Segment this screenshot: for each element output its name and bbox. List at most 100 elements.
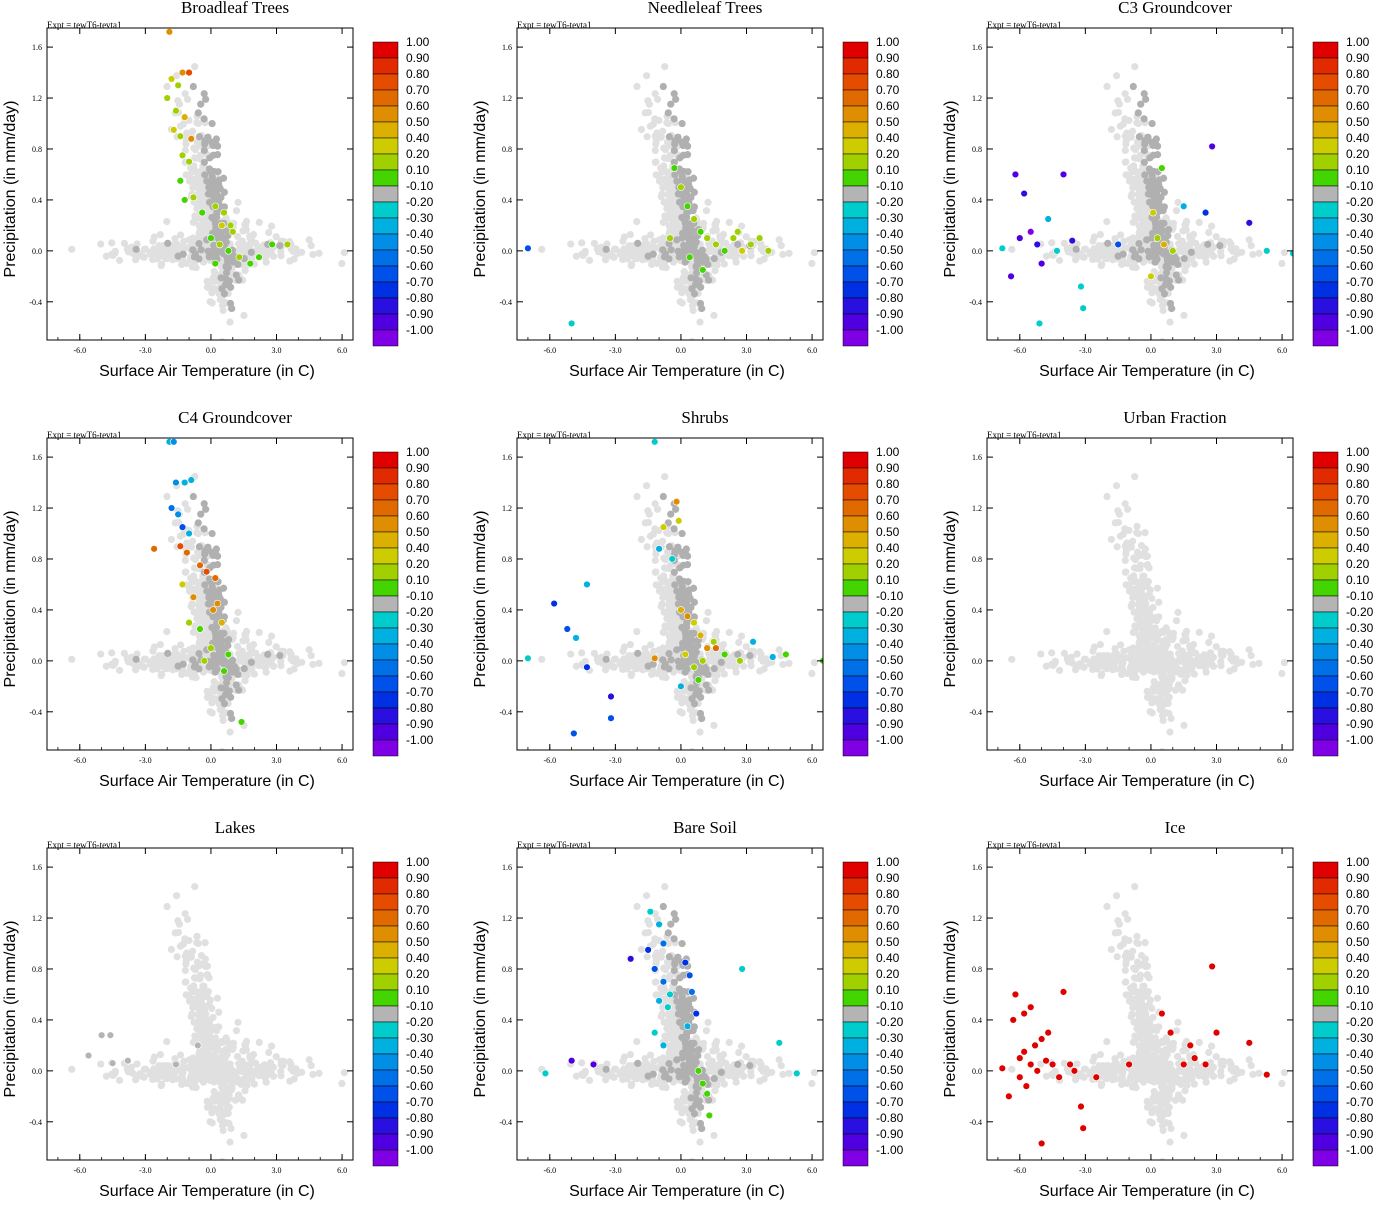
background-point [1126,646,1133,653]
colorbar-swatch [1313,250,1338,266]
background-point [1122,500,1129,507]
background-point [173,654,180,661]
background-point [177,533,184,540]
background-point [675,281,682,288]
colorbar-swatch [843,282,868,298]
colorbar-swatch [373,452,398,468]
background-point [1281,659,1288,666]
data-point [1060,171,1067,178]
background-point [1051,660,1058,667]
background-point [243,628,250,635]
y-tick-label: 0.8 [32,145,42,154]
neutral-point [1104,240,1111,247]
x-tick-label: -3.0 [139,346,152,355]
neutral-point [718,659,725,666]
colorbar-swatch [843,138,868,154]
data-point [177,133,184,140]
panel-title: C3 Groundcover [940,0,1373,18]
background-point [248,236,255,243]
y-tick-label: 1.2 [32,94,42,103]
background-point [1123,129,1130,136]
background-point [182,557,189,564]
background-point [1008,656,1015,663]
colorbar-label: 0.80 [406,477,430,491]
data-point [747,241,754,248]
colorbar-swatch [843,218,868,234]
background-point [633,628,640,635]
neutral-point [680,562,687,569]
background-point [103,253,110,260]
colorbar-label: -1.00 [876,733,904,747]
neutral-point [696,253,703,260]
background-point [1183,218,1190,225]
colorbar-label: -0.90 [406,717,434,731]
background-point [97,650,104,657]
background-point [1159,338,1166,345]
colorbar-label: 0.40 [876,131,900,145]
neutral-point [670,115,677,122]
neutral-point [216,231,223,238]
y-tick-label: 0.0 [502,247,512,256]
data-point [188,477,195,484]
background-point [1136,230,1143,237]
neutral-point [195,109,202,116]
x-tick-label: -3.0 [139,756,152,765]
background-point [660,609,667,616]
y-axis-label: Precipitation (in mm/day) [942,101,959,278]
background-point [193,615,200,622]
y-tick-label: -0.4 [29,298,42,307]
background-point [1116,511,1123,518]
data-point [769,654,776,661]
background-point [235,650,242,657]
background-point [234,609,241,616]
background-point [628,672,635,679]
background-point [196,222,203,229]
background-point [241,267,248,274]
neutral-point [201,147,208,154]
background-point [1246,646,1253,653]
background-point [710,722,717,729]
neutral-point [221,290,228,297]
background-point [1133,529,1140,536]
background-point [191,586,198,593]
background-point [643,244,650,251]
data-point [686,254,693,261]
neutral-point [221,599,228,606]
colorbar-label: -0.50 [406,653,434,667]
background-point [189,673,196,680]
y-axis-label: Precipitation (in mm/day) [472,101,489,278]
neutral-point [1135,240,1142,247]
background-point [679,299,686,306]
background-point [68,246,75,253]
background-point [538,656,545,663]
colorbar-label: -0.50 [406,243,434,257]
background-point [193,119,200,126]
neutral-point [1181,255,1188,262]
neutral-point [690,630,697,637]
background-point [1108,536,1115,543]
background-point [1037,650,1044,657]
data-point [181,114,188,121]
colorbar-swatch [1313,298,1338,314]
neutral-point [201,171,208,178]
data-point [225,247,232,254]
background-point [121,650,128,657]
background-point [1175,650,1182,657]
background-point [743,643,750,650]
neutral-point [660,83,667,90]
colorbar-swatch [373,580,398,596]
colorbar-label: -1.00 [876,323,904,337]
colorbar-label: 0.70 [406,83,430,97]
background-point [315,250,322,257]
data-point [1034,241,1041,248]
data-point [756,235,763,242]
colorbar-swatch [373,628,398,644]
data-point [190,594,197,601]
background-point [663,615,670,622]
neutral-point [691,700,698,707]
colorbar-label: -0.10 [1346,179,1373,193]
neutral-point [676,199,683,206]
colorbar-label: -0.10 [406,589,434,603]
